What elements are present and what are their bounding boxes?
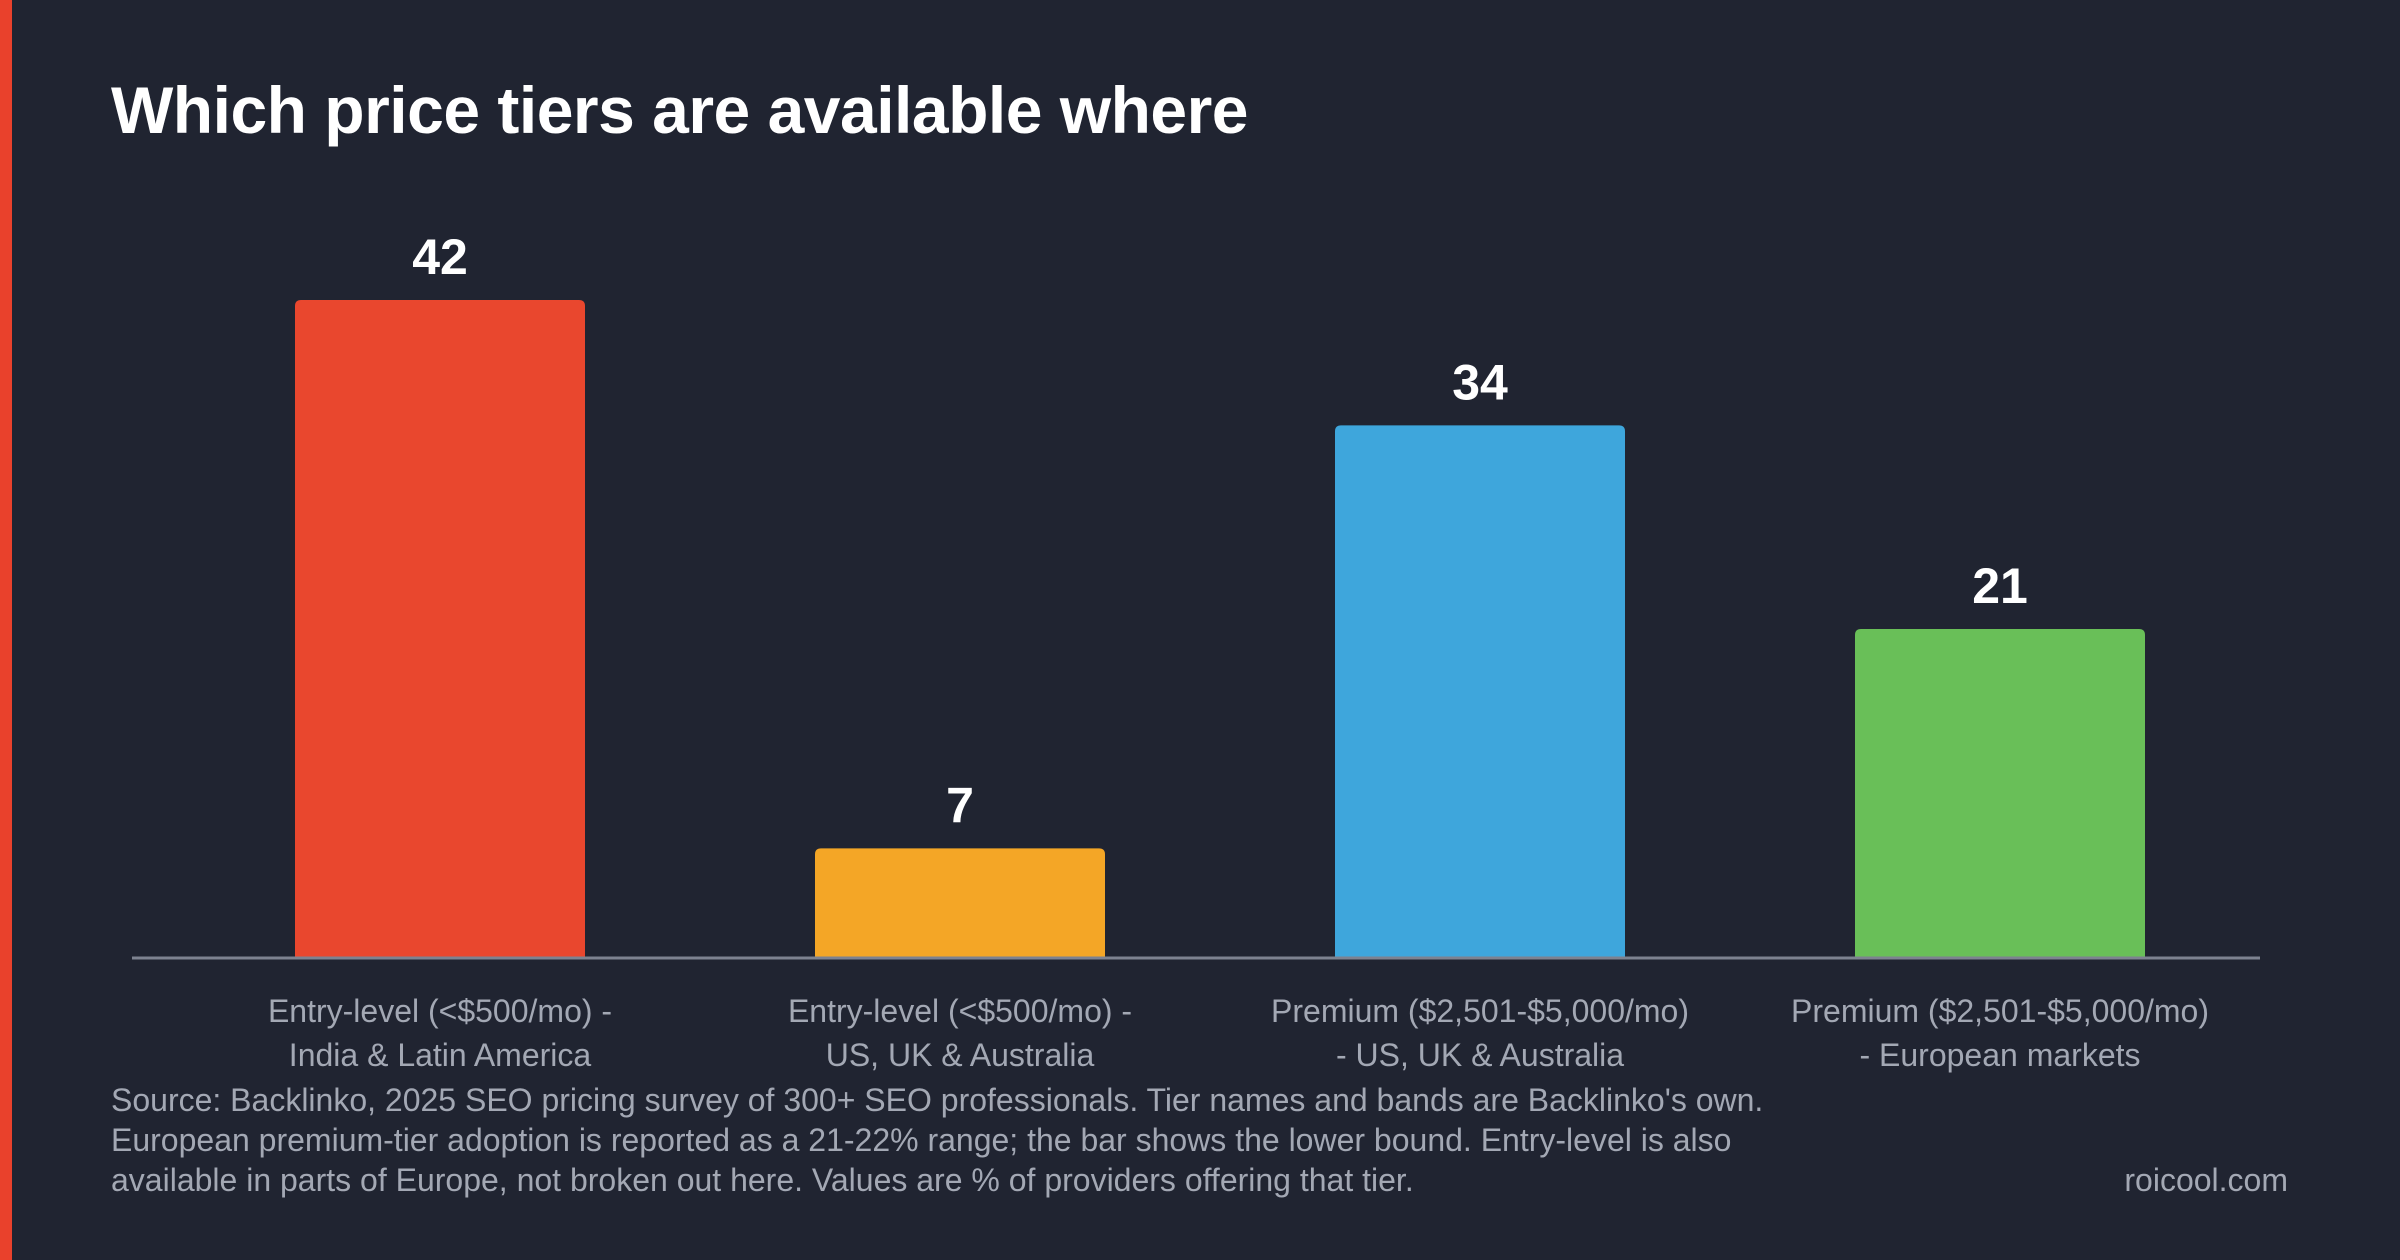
bar <box>815 848 1105 958</box>
category-label: Premium ($2,501-$5,000/mo) <box>1271 993 1689 1029</box>
category-label: - European markets <box>1859 1037 2140 1073</box>
category-label: Entry-level (<$500/mo) - <box>788 993 1132 1029</box>
bar <box>1855 629 2145 958</box>
brand-label: roicool.com <box>2124 1162 2288 1198</box>
source-line: European premium-tier adoption is report… <box>111 1122 1732 1158</box>
category-label: India & Latin America <box>289 1037 592 1073</box>
chart-title: Which price tiers are available where <box>111 73 1249 147</box>
category-label: US, UK & Australia <box>826 1037 1095 1073</box>
category-label: Entry-level (<$500/mo) - <box>268 993 612 1029</box>
data-label: 42 <box>412 229 468 285</box>
source-line: available in parts of Europe, not broken… <box>111 1162 1414 1198</box>
data-label: 21 <box>1972 558 2028 614</box>
data-label: 34 <box>1452 354 1508 410</box>
category-label: - US, UK & Australia <box>1336 1037 1624 1073</box>
source-note: Source: Backlinko, 2025 SEO pricing surv… <box>111 1080 2011 1200</box>
bar <box>1335 425 1625 958</box>
accent-stripe <box>0 0 12 1260</box>
source-line: Source: Backlinko, 2025 SEO pricing surv… <box>111 1082 1764 1118</box>
category-label: Premium ($2,501-$5,000/mo) <box>1791 993 2209 1029</box>
bar <box>295 300 585 958</box>
data-label: 7 <box>946 777 974 833</box>
